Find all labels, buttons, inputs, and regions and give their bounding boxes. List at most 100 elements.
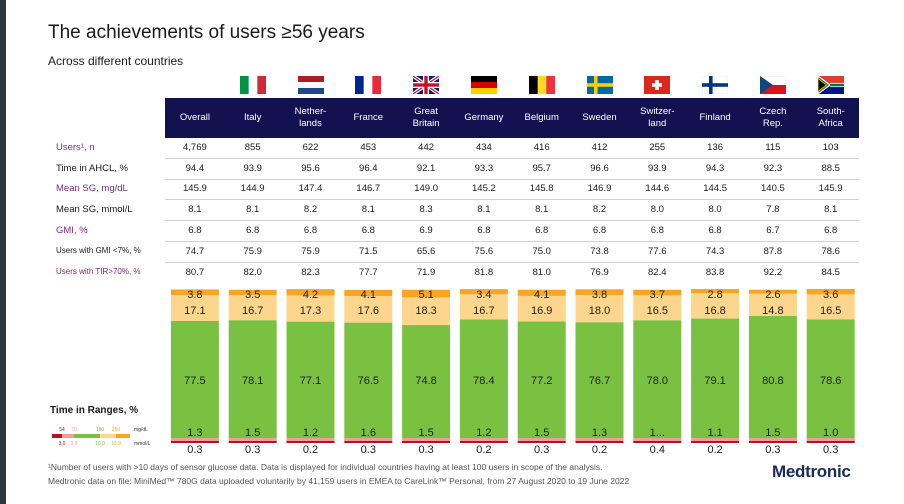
label-in-range: 79.1 — [704, 375, 726, 387]
legend-mmol-2: 10.0 — [95, 441, 105, 447]
label-very-low: 0.3 — [823, 444, 839, 456]
table-cell: 83.8 — [705, 267, 725, 278]
legend-mmol-1: 3.9 — [71, 441, 78, 447]
table-cell: 92.2 — [763, 267, 783, 278]
table-cell: 93.3 — [474, 163, 494, 174]
label-low: 1.3 — [591, 427, 608, 439]
bar-segment-very-low — [575, 441, 624, 443]
label-in-range: 78.4 — [473, 375, 495, 387]
label-high: 17.3 — [299, 305, 322, 317]
row-divider — [165, 158, 859, 159]
label-low: 1... — [649, 427, 665, 439]
table-cell: 136 — [707, 142, 724, 153]
table-cell: 255 — [649, 142, 666, 153]
column-header: Overall — [179, 112, 210, 123]
table-cell: 6.8 — [361, 225, 375, 236]
france-flag-icon — [355, 76, 382, 94]
label-high: 16.9 — [530, 305, 553, 317]
table-cell: 6.8 — [246, 225, 260, 236]
table-cell: 92.1 — [416, 163, 436, 174]
label-high: 14.8 — [762, 305, 784, 317]
column-header: Sweden — [582, 112, 617, 123]
table-cell: 140.5 — [761, 183, 785, 194]
row-divider — [165, 262, 859, 263]
label-in-range: 76.7 — [588, 375, 611, 387]
label-very-high: 3.4 — [476, 289, 492, 301]
table-cell: 115 — [765, 142, 781, 153]
finland-flag-icon — [701, 75, 729, 95]
row-label: Time in AHCL, % — [56, 163, 128, 174]
table-cell: 6.8 — [188, 225, 202, 236]
footnote-source: Medtronic data on file: MiniMed™ 780G da… — [48, 476, 630, 486]
label-very-low: 0.3 — [360, 444, 376, 456]
south-africa-flag-icon — [817, 74, 844, 96]
bar-segment-very-low — [344, 441, 393, 443]
label-low: 1.5 — [765, 427, 781, 439]
bar-segment-very-low — [459, 441, 508, 443]
table-cell: 8.1 — [824, 204, 838, 215]
label-low: 1.2 — [302, 427, 319, 439]
table-cell: 81.0 — [532, 267, 551, 278]
label-very-high: 2.8 — [707, 289, 723, 301]
table-cell: 73.8 — [590, 246, 609, 257]
legend-mgdl-0: 54 — [59, 427, 65, 433]
label-very-high: 3.7 — [649, 289, 665, 301]
column-header: Nether- lands — [294, 106, 327, 129]
table-cell: 7.8 — [766, 204, 780, 215]
table-cell: 8.0 — [650, 204, 664, 215]
table-cell: 75.9 — [301, 246, 320, 257]
legend-mmol-0: 3.0 — [59, 441, 66, 447]
table-cell: 82.3 — [301, 267, 320, 278]
label-low: 1.5 — [418, 427, 434, 439]
table-cell: 855 — [244, 142, 261, 153]
label-in-range: 77.5 — [184, 375, 206, 387]
table-cell: 94.3 — [705, 163, 725, 174]
bar-segment-very-low — [633, 441, 682, 443]
table-cell: 82.0 — [243, 267, 262, 278]
column-header: Finland — [699, 112, 731, 123]
label-low: 1.0 — [823, 427, 839, 439]
italy-flag-icon — [239, 76, 266, 94]
label-high: 17.6 — [357, 305, 379, 317]
table-cell: 6.8 — [477, 225, 491, 236]
table-cell: 144.9 — [240, 183, 265, 194]
label-low: 1.2 — [476, 427, 492, 439]
column-header: Switzer- land — [640, 106, 675, 129]
table-cell: 84.5 — [821, 267, 840, 278]
bar-segment-very-low — [806, 441, 855, 443]
label-in-range: 77.2 — [530, 375, 553, 387]
column-header: Belgium — [524, 112, 559, 123]
table-cell: 149.0 — [414, 183, 438, 194]
label-very-low: 0.3 — [418, 444, 434, 456]
table-cell: 77.6 — [648, 246, 667, 257]
table-cell: 6.7 — [766, 225, 780, 236]
table-cell: 93.9 — [648, 163, 667, 174]
table-cell: 416 — [533, 142, 550, 153]
label-high: 16.5 — [646, 305, 668, 317]
table-cell: 8.3 — [419, 204, 433, 215]
table-cell: 8.1 — [246, 204, 260, 215]
table-cell: 74.7 — [185, 246, 205, 257]
germany-flag-icon — [470, 76, 497, 95]
table-cell: 442 — [418, 142, 435, 153]
bar-segment-very-low — [170, 441, 219, 443]
column-header: Italy — [243, 112, 262, 123]
table-cell: 8.1 — [188, 204, 202, 215]
label-very-low: 0.4 — [649, 444, 665, 456]
slide-subtitle: Across different countries — [48, 54, 184, 68]
table-cell: 8.1 — [535, 204, 549, 215]
table-cell: 65.6 — [416, 246, 436, 257]
table-cell: 145.8 — [529, 183, 554, 194]
column-header: South- Africa — [816, 106, 845, 129]
netherlands-flag-icon — [297, 76, 324, 95]
column-header: Great Britain — [412, 106, 440, 129]
czech-flag-icon — [759, 75, 787, 94]
sweden-flag-icon — [586, 76, 613, 94]
label-low: 1.6 — [360, 427, 376, 439]
table-cell: 144.5 — [703, 183, 727, 194]
table-cell: 434 — [475, 142, 492, 153]
label-very-low: 0.3 — [245, 444, 261, 456]
table-cell: 145.2 — [472, 183, 496, 194]
label-in-range: 80.8 — [762, 375, 784, 387]
label-high: 17.1 — [184, 305, 206, 317]
